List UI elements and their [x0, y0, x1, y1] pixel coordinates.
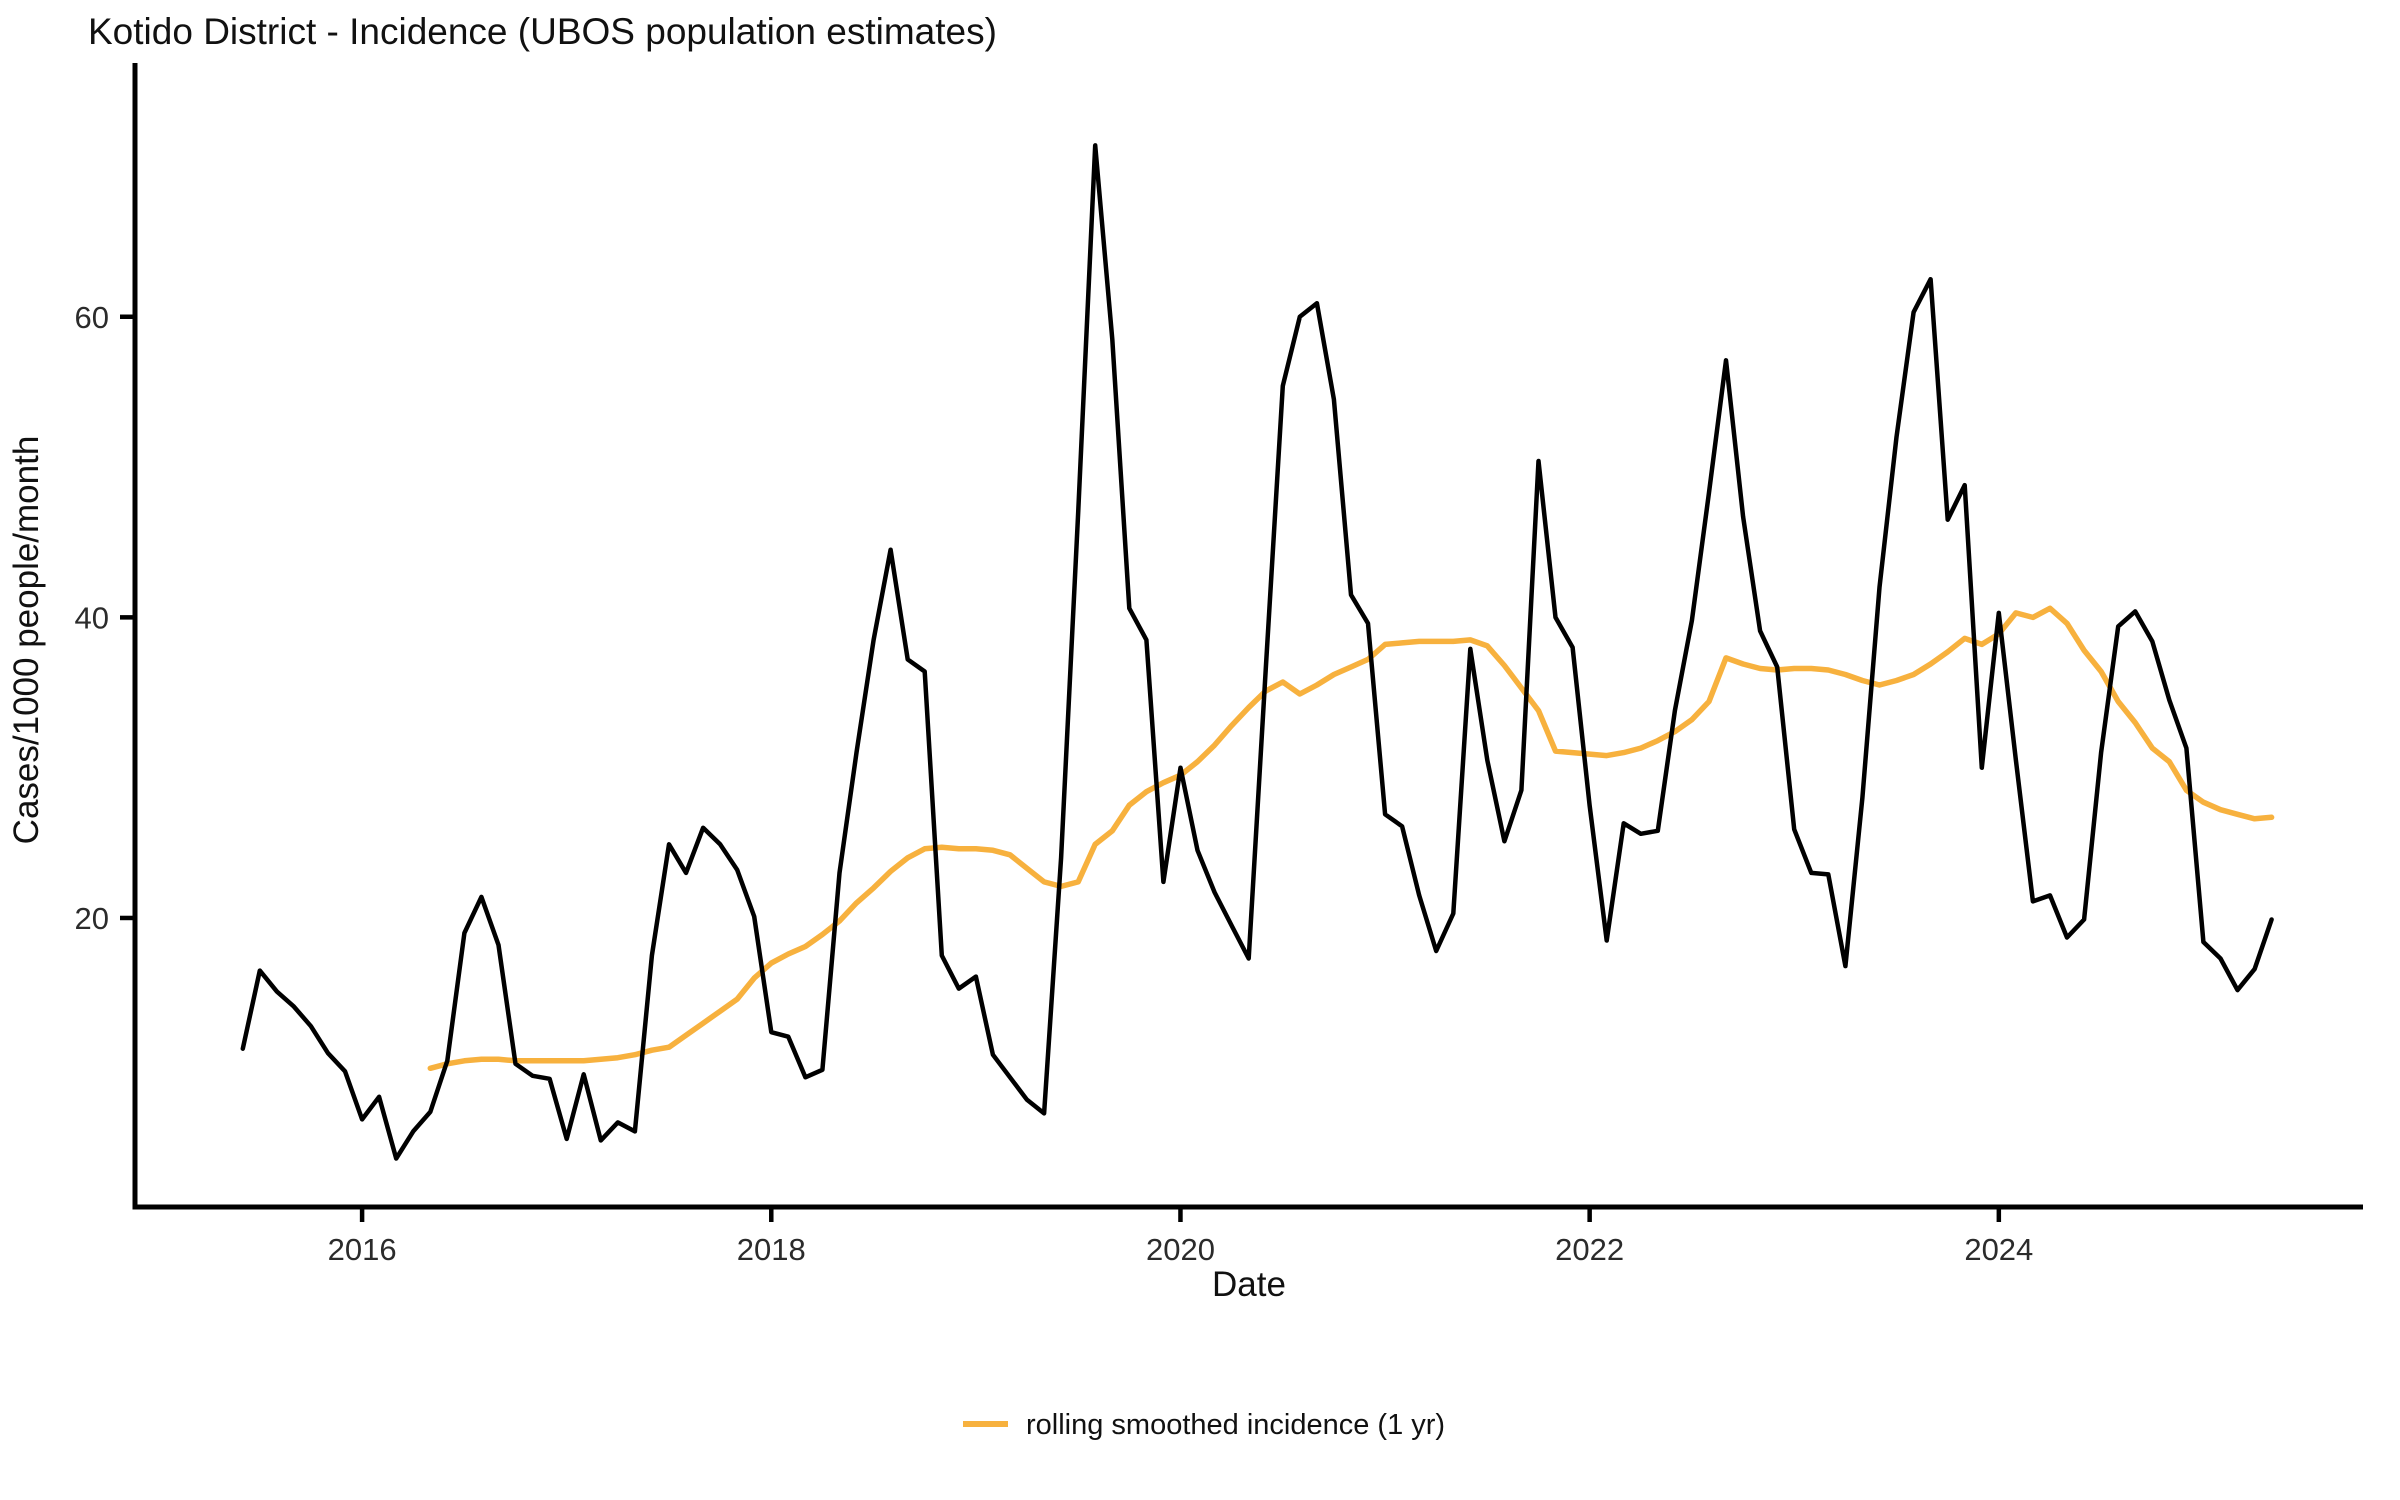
legend-label: rolling smoothed incidence (1 yr)	[1026, 1409, 1445, 1441]
chart-title: Kotido District - Incidence (UBOS popula…	[88, 11, 997, 52]
x-tick-label: 2020	[1146, 1232, 1215, 1267]
x-tick-label: 2022	[1555, 1232, 1624, 1267]
x-tick-label: 2018	[737, 1232, 806, 1267]
incidence-line	[240, 143, 2274, 1161]
x-axis-title: Date	[1212, 1265, 1286, 1304]
x-axis-ticks: 2016 2018 2020 2022 2024	[328, 1207, 2033, 1267]
y-axis-ticks: 20 40 60	[75, 300, 135, 936]
y-axis-title: Cases/1000 people/month	[7, 436, 46, 845]
y-tick-label: 40	[75, 600, 109, 635]
y-tick-label: 20	[75, 901, 109, 936]
x-tick-label: 2016	[328, 1232, 397, 1267]
x-tick-label: 2024	[1964, 1232, 2033, 1267]
y-tick-label: 60	[75, 300, 109, 335]
smoothed-incidence-line	[427, 605, 2275, 1072]
legend: rolling smoothed incidence (1 yr)	[963, 1409, 1445, 1441]
